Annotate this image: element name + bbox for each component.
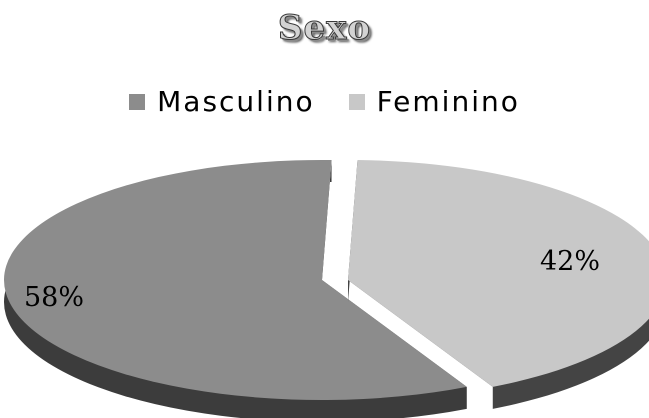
data-label-masculino: 58% — [24, 282, 84, 313]
data-label-feminino: 42% — [540, 246, 600, 277]
